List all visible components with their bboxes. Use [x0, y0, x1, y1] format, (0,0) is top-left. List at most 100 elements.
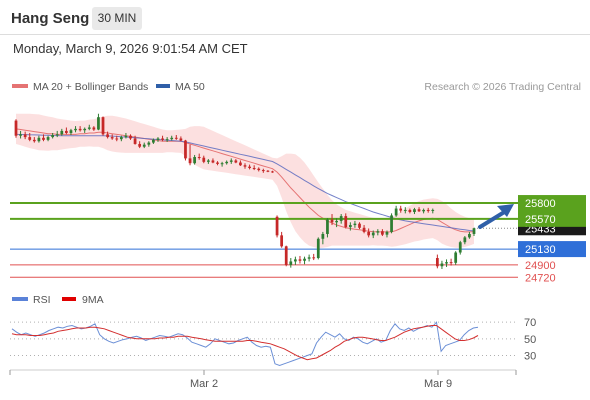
candle-body [408, 209, 412, 212]
projection-arrow [478, 204, 514, 229]
candle-body [468, 233, 471, 238]
candle-body [431, 209, 435, 211]
candle-body [124, 135, 128, 138]
candle-body [440, 263, 444, 267]
candle [275, 215, 279, 238]
candle-body [371, 232, 375, 236]
rsi-legend-label: RSI [33, 294, 51, 306]
candle [129, 134, 132, 140]
candle [119, 135, 123, 142]
candle-body [321, 233, 325, 239]
candle [69, 128, 73, 136]
candle-body [435, 258, 439, 267]
candle-body [307, 257, 311, 259]
candle-body [46, 137, 50, 140]
candle [449, 258, 453, 266]
ma50-legend-swatch [156, 84, 170, 88]
candle [37, 135, 41, 143]
candle-body [110, 137, 114, 139]
candle-body [156, 138, 160, 140]
candle [211, 158, 215, 164]
candle-body [376, 231, 380, 233]
candle [74, 126, 77, 133]
price-levels [10, 202, 518, 278]
candle [280, 231, 284, 248]
candle [165, 137, 169, 142]
candle [110, 134, 114, 140]
candle-body [353, 223, 357, 226]
candle-body [358, 223, 361, 228]
candle [243, 163, 247, 169]
candle-body [243, 165, 247, 167]
credit-text: Research © 2026 Trading Central [424, 81, 581, 93]
candle [362, 225, 366, 234]
candle-body [239, 162, 242, 166]
candle-body [92, 127, 96, 130]
candle [174, 135, 178, 140]
candle-body [170, 137, 174, 140]
candle [468, 231, 471, 239]
candle-body [211, 160, 215, 163]
candle [55, 130, 59, 138]
candle-body [78, 128, 82, 131]
candle [225, 160, 229, 165]
rsi-ma-legend-label: 9MA [82, 294, 104, 306]
timeframe-button[interactable]: 30 MIN [92, 7, 142, 30]
candle-body [445, 262, 448, 264]
candle-body [362, 227, 366, 232]
candle [261, 168, 265, 173]
candle-body [69, 130, 73, 133]
candle-body [252, 168, 256, 170]
candle [23, 131, 27, 140]
candle [220, 161, 224, 167]
candle-body [449, 262, 453, 264]
candle [257, 167, 261, 172]
candle [206, 159, 210, 164]
candle [32, 137, 36, 143]
candle [46, 135, 50, 142]
x-tick-label: Mar 2 [190, 378, 218, 390]
candle-body [147, 142, 151, 145]
candle [307, 254, 311, 262]
candle [344, 213, 348, 229]
candle [193, 154, 196, 165]
candle-body [74, 128, 77, 131]
candle [78, 126, 82, 132]
candle-body [197, 157, 201, 159]
candle-body [188, 158, 192, 164]
candle [65, 127, 68, 135]
candle-body [193, 157, 196, 164]
candle-body [138, 143, 142, 147]
candle [161, 135, 164, 142]
candle-body [19, 134, 22, 136]
x-tick-label: Mar 9 [424, 378, 452, 390]
rsi-legend-swatch [12, 297, 28, 301]
candle-body [179, 138, 183, 141]
candle [115, 135, 119, 142]
candle [326, 218, 329, 238]
rsi-tick-label: 30 [524, 351, 536, 363]
candle-body [97, 117, 100, 130]
candle-body [390, 215, 393, 232]
candle-body [216, 162, 219, 164]
candle [234, 159, 238, 164]
candle [371, 230, 375, 239]
support-label: 24720 [525, 272, 556, 284]
ma20-line [15, 128, 475, 233]
candle-body [174, 137, 178, 139]
candle [229, 158, 233, 164]
candle-body [312, 257, 316, 259]
candle [138, 141, 142, 149]
candle [435, 254, 439, 269]
candle [133, 135, 137, 145]
candle [408, 208, 412, 214]
candle-body [394, 208, 398, 216]
support-label: 24900 [525, 260, 556, 272]
candle [454, 251, 458, 265]
candle [330, 214, 334, 226]
candle [394, 205, 398, 217]
candle-body [229, 160, 233, 162]
resistance-label-box [518, 210, 586, 227]
candle [239, 160, 242, 166]
candle [147, 141, 151, 147]
